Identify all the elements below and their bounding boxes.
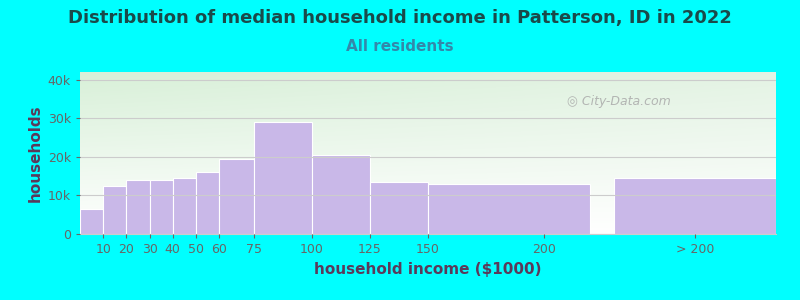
Bar: [428, 184, 590, 234]
Bar: [196, 172, 219, 234]
Bar: [219, 159, 254, 234]
Bar: [103, 186, 126, 234]
Bar: [126, 180, 150, 234]
Text: Distribution of median household income in Patterson, ID in 2022: Distribution of median household income …: [68, 9, 732, 27]
Text: ◎ City-Data.com: ◎ City-Data.com: [567, 95, 671, 108]
Bar: [312, 155, 370, 234]
Bar: [254, 122, 312, 234]
Text: All residents: All residents: [346, 39, 454, 54]
Bar: [173, 178, 196, 234]
Bar: [370, 182, 428, 234]
Bar: [80, 209, 103, 234]
X-axis label: household income ($1000): household income ($1000): [314, 262, 542, 277]
Bar: [150, 180, 173, 234]
Y-axis label: households: households: [27, 104, 42, 202]
Bar: [614, 178, 776, 234]
